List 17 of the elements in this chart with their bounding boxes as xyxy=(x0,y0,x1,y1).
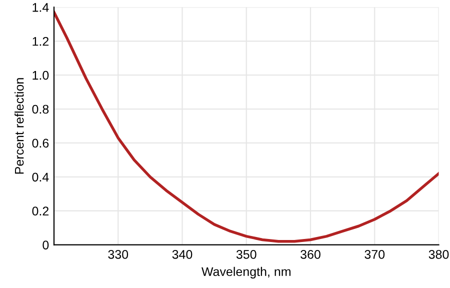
x-tick-label: 350 xyxy=(236,250,256,259)
y-tick-label: 1.4 xyxy=(32,3,49,12)
y-axis-title: Percent reflection xyxy=(14,78,24,174)
y-tick-label: 0 xyxy=(42,240,49,250)
y-tick-label: 1.2 xyxy=(32,36,49,46)
y-tick-label: 0.8 xyxy=(32,104,49,114)
y-tick-label: 1.0 xyxy=(32,70,49,80)
x-axis-title: Wavelength, nm xyxy=(202,266,290,279)
y-tick-label: 0.2 xyxy=(32,206,49,216)
x-tick-label: 340 xyxy=(172,250,192,259)
x-tick-label: 360 xyxy=(300,250,320,259)
line-series xyxy=(54,10,439,243)
x-tick-label: 330 xyxy=(108,250,128,259)
x-tick-label: 380 xyxy=(428,250,449,259)
y-tick-label: 0.6 xyxy=(32,138,49,148)
y-tick-label: 0.4 xyxy=(32,172,49,182)
x-tick-label: 370 xyxy=(364,250,385,259)
